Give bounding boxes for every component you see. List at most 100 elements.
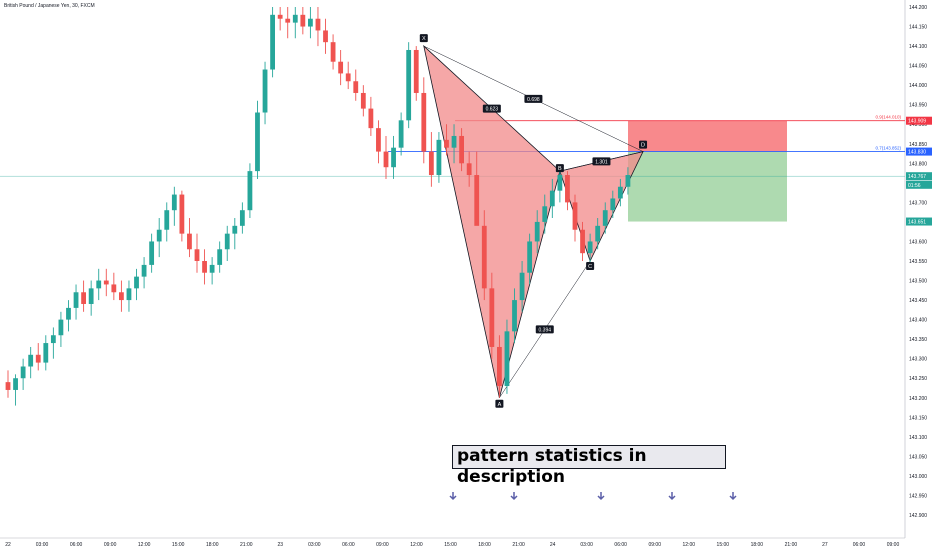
candle-body [572, 202, 578, 230]
candle-body [330, 42, 336, 62]
price-axis-badge-label: 143.830 [908, 150, 926, 156]
price-tick-label: 143.450 [909, 298, 927, 304]
ratio-badge [592, 157, 611, 166]
candle-body [96, 280, 102, 289]
event-arrow-icon [729, 492, 737, 501]
candle-body [610, 198, 616, 211]
event-arrow-icon [449, 492, 457, 501]
price-tick-label: 143.700 [909, 200, 927, 206]
price-tick-label: 143.400 [909, 318, 927, 324]
candle-body [141, 264, 147, 277]
candle-body [580, 229, 585, 254]
candle-body [217, 249, 223, 265]
price-tick-label: 143.250 [909, 376, 927, 382]
candle-body [171, 194, 177, 211]
price-axis-badge [906, 180, 932, 189]
pattern-point-badge [639, 140, 648, 149]
price-axis-badge-label: 143.767 [908, 174, 926, 180]
candle-body [194, 249, 200, 261]
pattern-point-label: B [558, 166, 562, 172]
ratio-badge [524, 94, 543, 103]
pattern-statistics-callout: pattern statistics in description [452, 445, 726, 487]
time-tick-label: 15:00 [444, 542, 457, 548]
candle-body [421, 92, 427, 152]
price-axis-badge [906, 147, 932, 156]
candle-body [489, 288, 495, 347]
candle-body [255, 112, 260, 172]
candle-body [300, 14, 306, 27]
candle-body [557, 175, 563, 191]
price-tick-label: 142.950 [909, 493, 927, 499]
price-tick-label: 142.900 [909, 513, 927, 519]
price-axis-badge [906, 172, 932, 181]
ratio-badge [482, 104, 501, 113]
time-tick-label: 06:00 [614, 542, 627, 548]
candle-body [338, 61, 344, 74]
time-tick-label: 22 [5, 542, 11, 548]
candle-body [542, 206, 548, 222]
candle-body [270, 14, 275, 70]
price-tick-label: 143.600 [909, 239, 927, 245]
candle-body [239, 210, 245, 226]
time-tick-label: 21:00 [785, 542, 798, 548]
candle-body [398, 120, 404, 148]
price-axis-badge-label: 01:56 [908, 183, 921, 189]
candle-body [50, 335, 56, 344]
event-arrow-icon [668, 492, 676, 501]
candle-body [376, 128, 381, 152]
pattern-point-label: A [498, 402, 502, 408]
time-tick-label: 21:00 [512, 542, 525, 548]
price-tick-label: 143.900 [909, 122, 927, 128]
candle-body [436, 139, 442, 176]
price-axis-badge [906, 217, 932, 226]
candle-body [119, 292, 124, 301]
candle-body [617, 186, 623, 199]
price-tick-label: 143.500 [909, 279, 927, 285]
candle-body [66, 307, 71, 320]
candle-body [126, 288, 132, 301]
price-tick-label: 144.000 [909, 83, 927, 89]
candle-body [315, 18, 321, 31]
pattern-point-badge [419, 34, 428, 43]
time-tick-label: 06:00 [853, 542, 866, 548]
candle-body [28, 354, 34, 367]
candle-body [262, 69, 268, 113]
price-tick-label: 143.800 [909, 161, 927, 167]
ratio-label: 0.394 [539, 327, 552, 333]
candle-body [134, 276, 139, 289]
candle-body [512, 300, 517, 332]
candle-body [527, 241, 533, 273]
ratio-label: 0.623 [486, 107, 499, 113]
price-tick-label: 143.050 [909, 454, 927, 460]
price-tick-label: 143.200 [909, 396, 927, 402]
candle-body [406, 49, 412, 121]
candle-body [308, 18, 313, 27]
time-tick-label: 27 [822, 542, 828, 548]
candle-body [202, 261, 207, 273]
candle-body [5, 382, 11, 390]
candle-body [103, 280, 109, 285]
candle-body [413, 49, 419, 93]
candle-body [43, 343, 49, 363]
pattern-point-badge [555, 164, 564, 173]
candle-body [595, 225, 601, 242]
fib-level-label: 0.9(144.010) [875, 115, 901, 120]
candle-body [625, 175, 631, 187]
time-tick-label: 18:00 [751, 542, 764, 548]
price-tick-label: 143.850 [909, 142, 927, 148]
candle-body [345, 73, 351, 82]
price-axis-badge-label: 143.651 [908, 220, 926, 226]
price-tick-label: 144.100 [909, 44, 927, 50]
ratio-label: 1.301 [595, 159, 608, 165]
candle-body [20, 366, 26, 379]
candle-body [164, 210, 170, 230]
candle-body [549, 190, 555, 207]
time-tick-label: 09:00 [887, 542, 900, 548]
time-tick-label: 03:00 [580, 542, 593, 548]
symbol-title: British Pound / Japanese Yen, 30, FXCM [4, 3, 95, 9]
candle-body [565, 175, 570, 203]
pattern-point-label: D [641, 143, 645, 149]
candle-body [534, 221, 540, 242]
candle-body [179, 194, 185, 234]
